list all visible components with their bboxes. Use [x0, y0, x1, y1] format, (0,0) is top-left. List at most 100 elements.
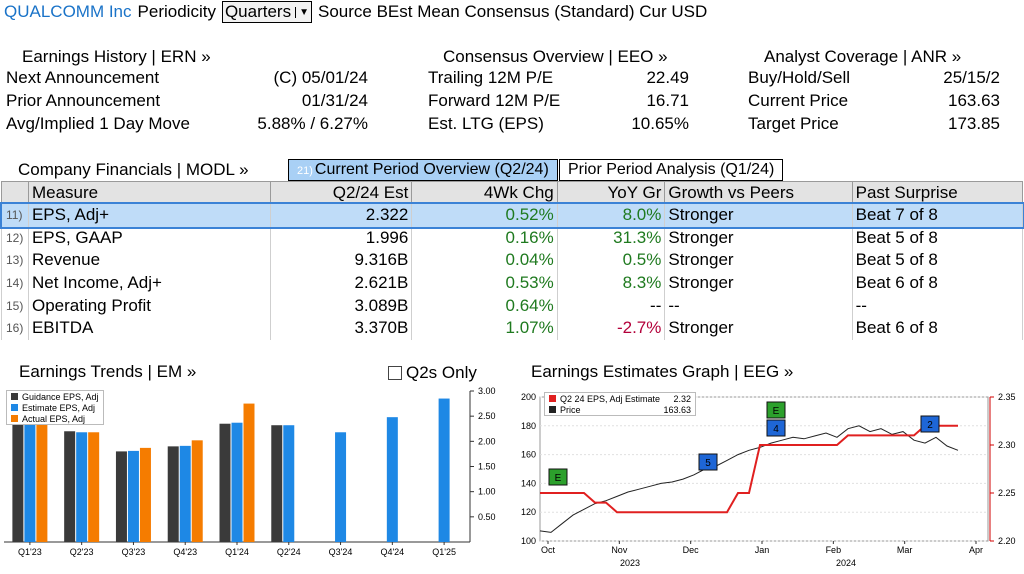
header-4wk-chg[interactable]: 4Wk Chg [411, 181, 558, 204]
legend-estimate: Estimate EPS, Adj [7, 402, 103, 413]
est-cell: 9.316B [269, 249, 413, 272]
analyst-coverage-title[interactable]: Analyst Coverage | ANR » [764, 47, 962, 66]
trends-x-tick-label: Q2'24 [277, 547, 301, 557]
header-past-surprise[interactable]: Past Surprise [851, 181, 1024, 204]
measure-cell[interactable]: Net Income, Adj+ [27, 271, 271, 295]
bar-estimate-eps-adj5 [283, 425, 295, 542]
bar-estimate-eps-adj2 [127, 450, 139, 542]
bar-actual-eps-adj2 [139, 447, 151, 542]
header-yoy-gr[interactable]: YoY Gr [556, 181, 666, 204]
eeg-x-tick-label: Dec [683, 545, 700, 555]
header-est[interactable]: Q2/24 Est [269, 181, 413, 204]
implied-move-row: Avg/Implied 1 Day Move 5.88% / 6.27% [6, 114, 368, 133]
chg-cell: 0.16% [411, 226, 558, 250]
row-number: 11) [1, 203, 29, 227]
eeg-left-tick-label: 180 [521, 421, 536, 431]
periodicity-label: Periodicity [137, 2, 216, 21]
event-marker-4 [920, 415, 940, 433]
tab-prior-period[interactable]: Prior Period Analysis (Q1/24) [559, 159, 784, 181]
est-cell: 3.370B [269, 316, 413, 340]
table-row[interactable]: 16) EBITDA 3.370B 1.07% -2.7% Stronger Beat 6 … [1, 316, 1024, 340]
event-marker-label: 5 [705, 458, 711, 469]
row-number: 15) [1, 294, 29, 317]
peers-cell: Stronger [664, 203, 853, 227]
trends-y-tick-label: 2.50 [478, 411, 496, 421]
earnings-trends-title[interactable]: Earnings Trends | EM » [19, 362, 197, 381]
price-line [539, 425, 959, 533]
trends-y-tick-label: 0.50 [478, 512, 496, 522]
company-name-link[interactable]: QUALCOMM Inc [4, 2, 132, 21]
est-cell: 1.996 [269, 226, 413, 250]
row-number: 14) [1, 271, 29, 295]
measure-cell[interactable]: Operating Profit [27, 294, 271, 317]
eeg-left-tick-label: 160 [521, 450, 536, 460]
bar-guidance-eps-adj4 [219, 423, 231, 542]
surprise-cell: Beat 5 of 8 [851, 226, 1024, 250]
measure-cell[interactable]: EPS, Adj+ [27, 203, 271, 227]
eeg-left-tick-label: 100 [521, 536, 536, 546]
measure-cell[interactable]: EBITDA [27, 316, 271, 340]
chg-cell: 0.64% [411, 294, 558, 317]
legend-price-line: Price 163.63 [545, 404, 695, 415]
legend-guidance: Guidance EPS, Adj [7, 391, 103, 402]
peers-cell: Stronger [664, 271, 853, 295]
earnings-history-title[interactable]: Earnings History | ERN » [22, 47, 211, 66]
trends-x-tick-label: Q1'25 [432, 547, 456, 557]
company-financials-title[interactable]: Company Financials | MODL » [18, 160, 249, 179]
eeg-right-tick-label: 2.35 [998, 392, 1016, 402]
eeg-x-tick-label: Mar [897, 545, 913, 555]
bar-estimate-eps-adj3 [179, 445, 191, 542]
eeg-year-label: 2024 [836, 558, 856, 568]
trends-x-tick-label: Q3'24 [329, 547, 353, 557]
header-rownum [1, 181, 29, 204]
header-growth-vs-peers[interactable]: Growth vs Peers [664, 181, 853, 204]
trends-legend: Guidance EPS, Adj Estimate EPS, Adj Actu… [6, 390, 104, 425]
event-marker-3 [766, 419, 786, 437]
forward-pe-row: Forward 12M P/E 16.71 [428, 91, 689, 110]
bar-guidance-eps-adj5 [271, 425, 283, 542]
header-measure[interactable]: Measure [27, 181, 271, 204]
table-row[interactable]: 13) Revenue 9.316B 0.04% 0.5% Stronger Beat 5 … [1, 249, 1024, 272]
trends-x-tick-label: Q1'24 [225, 547, 249, 557]
yoy-cell: 0.5% [556, 249, 666, 272]
event-marker-0 [548, 468, 568, 486]
row-number: 13) [1, 249, 29, 272]
periodicity-dropdown[interactable]: Quarters ▼ [221, 1, 312, 23]
analyst-coverage-panel: Buy/Hold/Sell 25/15/2 Current Price 163.63… [748, 68, 1000, 134]
surprise-cell: Beat 7 of 8 [851, 203, 1024, 227]
q2s-only-checkbox[interactable]: Q2s Only [388, 363, 477, 383]
trends-x-tick-label: Q4'23 [173, 547, 197, 557]
checkbox-box[interactable] [388, 366, 402, 380]
est-cell: 2.322 [269, 203, 413, 227]
legend-est-line: Q2 24 EPS, Adj Estimate 2.32 [545, 393, 695, 404]
measure-cell[interactable]: EPS, GAAP [27, 226, 271, 250]
bar-estimate-eps-adj7 [386, 417, 398, 542]
trends-x-tick-label: Q1'23 [18, 547, 42, 557]
bar-guidance-eps-adj2 [115, 451, 127, 542]
table-row[interactable]: 11) EPS, Adj+ 2.322 0.52% 8.0% Stronger Beat 7… [0, 201, 1024, 229]
estimate-line [540, 424, 958, 514]
table-row[interactable]: 15) Operating Profit 3.089B 0.64% -- -- -- [1, 294, 1024, 317]
surprise-cell: Beat 6 of 8 [851, 271, 1024, 295]
legend-actual: Actual EPS, Adj [7, 413, 103, 424]
row-number: 12) [1, 226, 29, 250]
bar-estimate-eps-adj1 [76, 432, 88, 542]
consensus-overview-title[interactable]: Consensus Overview | EEO » [443, 47, 668, 66]
eeg-plot-area [539, 396, 989, 542]
bar-estimate-eps-adj8 [438, 398, 450, 542]
event-marker-label: 4 [773, 424, 779, 435]
table-row[interactable]: 12) EPS, GAAP 1.996 0.16% 31.3% Stronger Beat … [1, 226, 1024, 250]
tab-current-period[interactable]: 21) Current Period Overview (Q2/24) [288, 159, 558, 181]
trends-y-tick-label: 3.00 [478, 386, 496, 396]
chg-cell: 0.52% [411, 203, 558, 227]
consensus-overview-panel: Trailing 12M P/E 22.49 Forward 12M P/E 16.… [428, 68, 689, 134]
yoy-cell: 8.0% [556, 203, 666, 227]
surprise-cell: Beat 6 of 8 [851, 316, 1024, 340]
measure-cell[interactable]: Revenue [27, 249, 271, 272]
bar-guidance-eps-adj1 [64, 431, 76, 542]
event-marker-label: 2 [927, 420, 933, 431]
next-announcement-row: Next Announcement (C) 05/01/24 [6, 68, 368, 87]
event-marker-label: E [773, 406, 780, 417]
earnings-estimates-title[interactable]: Earnings Estimates Graph | EEG » [531, 362, 794, 381]
table-row[interactable]: 14) Net Income, Adj+ 2.621B 0.53% 8.3% Strong… [1, 271, 1024, 295]
